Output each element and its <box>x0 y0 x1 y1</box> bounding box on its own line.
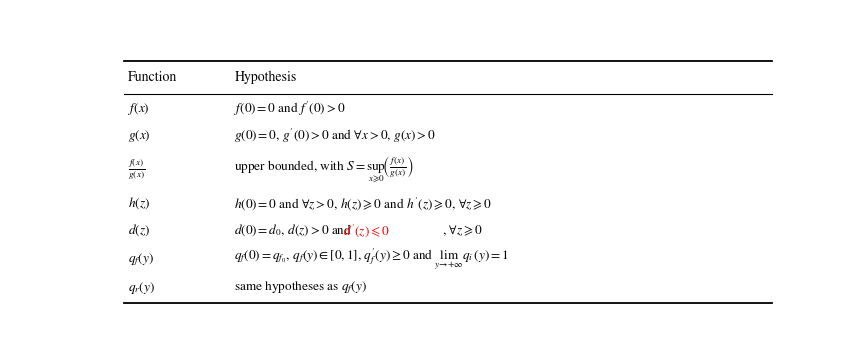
Text: $q_f(y)$: $q_f(y)$ <box>127 251 153 267</box>
Text: $g(x)$: $g(x)$ <box>127 128 151 144</box>
Text: Function: Function <box>127 71 177 84</box>
Text: $h(0) = 0$ and $\forall z > 0,\, h(z) \geqslant 0$ and $h^{\prime}(z) \geqslant : $h(0) = 0$ and $\forall z > 0,\, h(z) \g… <box>234 195 492 212</box>
Text: $h(z)$: $h(z)$ <box>127 196 150 211</box>
Text: Hypothesis: Hypothesis <box>234 71 297 84</box>
Text: $f(x)$: $f(x)$ <box>127 101 150 117</box>
Text: $,\, \forall z \geqslant 0$: $,\, \forall z \geqslant 0$ <box>442 223 483 238</box>
Text: upper bounded, with $S = \sup_{x\geqslant 0}\!\left(\frac{f(x)}{g(x)}\right)$: upper bounded, with $S = \sup_{x\geqslan… <box>234 154 414 185</box>
Text: $q_f(0) = q_{f_0},\, q_f(y) \in [0,1],\, q^{\prime}_f(y) \geq 0$ and $\lim_{y\to: $q_f(0) = q_{f_0},\, q_f(y) \in [0,1],\,… <box>234 247 509 272</box>
Text: same hypotheses as $q_f(y)$: same hypotheses as $q_f(y)$ <box>234 280 368 296</box>
Text: $d(0) = d_0,\, d(z) > 0$ and: $d(0) = d_0,\, d(z) > 0$ and <box>234 223 353 238</box>
Text: $\frac{f(x)}{g(x)}$: $\frac{f(x)}{g(x)}$ <box>127 157 145 182</box>
Text: $f(0) = 0$ and $f^{\prime}(0) > 0$: $f(0) = 0$ and $f^{\prime}(0) > 0$ <box>234 100 346 118</box>
Text: $d(z)$: $d(z)$ <box>127 223 150 238</box>
Text: $d^{\prime}(z) \leqslant 0$: $d^{\prime}(z) \leqslant 0$ <box>343 222 389 239</box>
Text: $g(0) = 0,\, g^{\prime}(0) > 0$ and $\forall x > 0,\, g(x) > 0$: $g(0) = 0,\, g^{\prime}(0) > 0$ and $\fo… <box>234 127 437 145</box>
Text: $q_r(y)$: $q_r(y)$ <box>127 280 155 296</box>
